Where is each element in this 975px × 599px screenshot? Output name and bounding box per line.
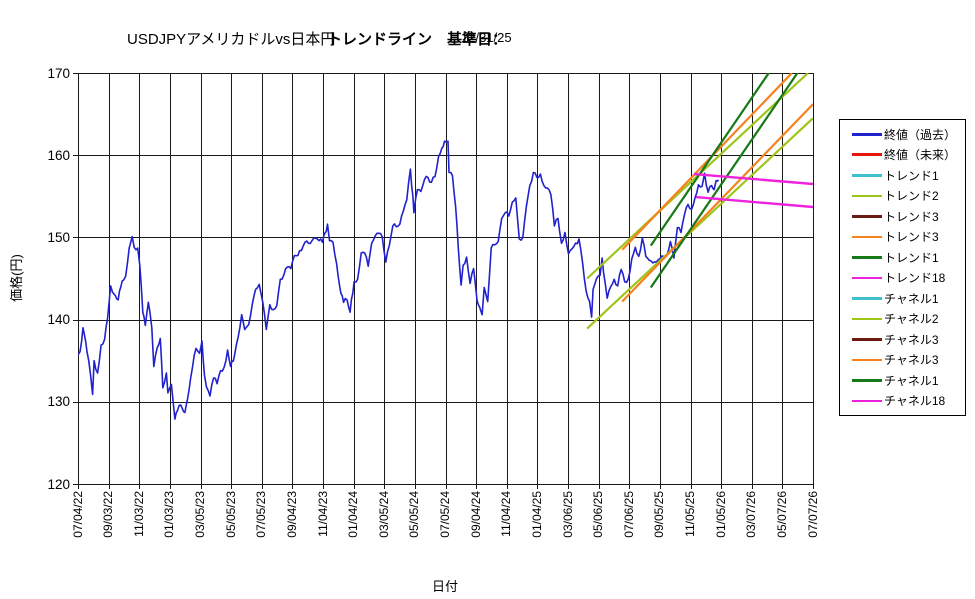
legend-item: 終値（未来） — [840, 147, 965, 162]
y-tick-label: 150 — [47, 229, 70, 245]
x-tick-label: 09/05/25 — [652, 491, 667, 538]
x-axis-title: 日付 — [431, 579, 458, 594]
legend-line-swatch — [852, 194, 882, 197]
legend-item-label: チャネル3 — [884, 332, 939, 347]
legend-item-label: トレンド2 — [884, 189, 939, 204]
legend-item: チャネル2 — [840, 311, 965, 326]
chart-title-section: トレンドライン 基準日： — [327, 31, 508, 48]
legend-item-label: チャネル3 — [884, 353, 939, 368]
legend-line-swatch — [852, 338, 882, 341]
legend-item: トレンド18 — [840, 270, 965, 285]
legend-item-label: 終値（未来） — [884, 148, 957, 163]
x-tick-label: 01/04/24 — [346, 491, 361, 538]
legend-line-swatch — [852, 153, 882, 157]
x-tick-label: 09/03/22 — [101, 491, 116, 538]
chart-title-instrument: USDJPYアメリカドルvs日本円 — [127, 31, 336, 48]
legend-line-swatch — [852, 317, 882, 320]
legend-item: チャネル18 — [840, 393, 965, 408]
legend-item: トレンド2 — [840, 188, 965, 203]
legend-item: トレンド3 — [840, 229, 965, 244]
x-tick-label: 11/05/25 — [683, 491, 697, 537]
x-tick-label: 03/06/25 — [560, 491, 575, 538]
x-tick-label: 01/05/26 — [713, 491, 728, 538]
x-tick-label: 11/03/22 — [131, 491, 146, 537]
legend-line-swatch — [852, 358, 882, 361]
series-line-6-チャネル1 — [649, 73, 799, 289]
legend-item-label: チャネル1 — [884, 291, 939, 306]
legend-item: トレンド1 — [840, 250, 965, 265]
legend-line-swatch — [852, 297, 882, 300]
legend-line-swatch — [852, 256, 882, 259]
legend-item: チャネル3 — [840, 332, 965, 347]
legend-item: チャネル1 — [840, 373, 965, 388]
x-tick-label: 05/06/25 — [591, 491, 606, 538]
legend-item-label: トレンド1 — [884, 168, 939, 183]
series-line-0-終値(過去) — [78, 140, 720, 420]
gridlines — [73, 73, 814, 489]
legend-item-label: チャネル18 — [884, 394, 946, 409]
legend-line-swatch — [852, 235, 882, 238]
x-tick-label: 07/06/25 — [621, 491, 636, 538]
x-tick-label: 09/04/23 — [284, 491, 299, 538]
x-tick-label: 05/05/24 — [407, 491, 422, 538]
y-tick-label: 120 — [47, 476, 70, 492]
x-tick-label: 01/03/23 — [162, 491, 177, 538]
legend-item: トレンド1 — [840, 168, 965, 183]
y-tick-label: 130 — [47, 394, 70, 410]
x-tick-label: 03/05/23 — [193, 491, 207, 538]
x-tick-label: 09/04/24 — [468, 491, 483, 538]
x-tick-label: 11/04/24 — [499, 491, 514, 537]
series-line-4-チャネル3 — [621, 103, 813, 303]
legend-item-label: トレンド3 — [884, 230, 939, 245]
x-tick-label: 07/05/23 — [254, 491, 269, 538]
legend-line-swatch — [852, 399, 882, 402]
legend-item: 終値（過去） — [840, 127, 965, 142]
x-tick-label: 07/04/22 — [70, 491, 85, 538]
y-tick-label: 140 — [47, 312, 70, 328]
x-tick-label: 07/07/26 — [805, 491, 820, 538]
x-tick-label: 05/07/26 — [774, 491, 789, 538]
legend-item-label: トレンド18 — [884, 271, 946, 286]
legend-item-label: トレンド1 — [884, 250, 939, 265]
x-tick-label: 05/05/23 — [223, 491, 238, 538]
x-tick-label: 07/05/24 — [438, 491, 452, 538]
legend-item: チャネル3 — [840, 352, 965, 367]
series-line-2-チャネル2 — [586, 117, 813, 330]
x-tick-label: 03/05/24 — [376, 491, 391, 538]
y-axis-title: 価格(円) — [9, 254, 24, 302]
chart-title-base-date: 12/31/25 — [461, 30, 512, 45]
legend-line-swatch — [852, 132, 882, 136]
series-line-3-トレンド3 — [621, 73, 793, 251]
series-lines — [78, 73, 813, 420]
legend-box: 終値（過去） 終値（未来） トレンド1 トレンド2 トレンド3 トレンド3 トレンド1 トレン… — [839, 119, 966, 416]
legend-line-swatch — [852, 174, 882, 177]
legend-item: チャネル1 — [840, 291, 965, 306]
legend-line-swatch — [852, 379, 882, 382]
legend-line-swatch — [852, 215, 882, 218]
legend-item-label: チャネル1 — [884, 373, 939, 388]
y-tick-label: 170 — [47, 65, 70, 81]
x-tick-label: 03/07/26 — [744, 491, 759, 538]
series-line-5-トレンド1 — [649, 73, 770, 247]
y-tick-label: 160 — [47, 147, 70, 163]
legend-item-label: チャネル2 — [884, 312, 939, 327]
series-line-8-チャネル18 — [695, 195, 813, 209]
legend-item-label: 終値（過去） — [884, 127, 957, 142]
x-tick-label: 11/04/23 — [315, 491, 330, 537]
legend-item-label: トレンド3 — [884, 209, 939, 224]
x-tick-label: 01/04/25 — [529, 491, 544, 538]
legend-line-swatch — [852, 276, 882, 279]
legend-item: トレンド3 — [840, 209, 965, 224]
series-line-7-トレンド18 — [693, 172, 813, 186]
